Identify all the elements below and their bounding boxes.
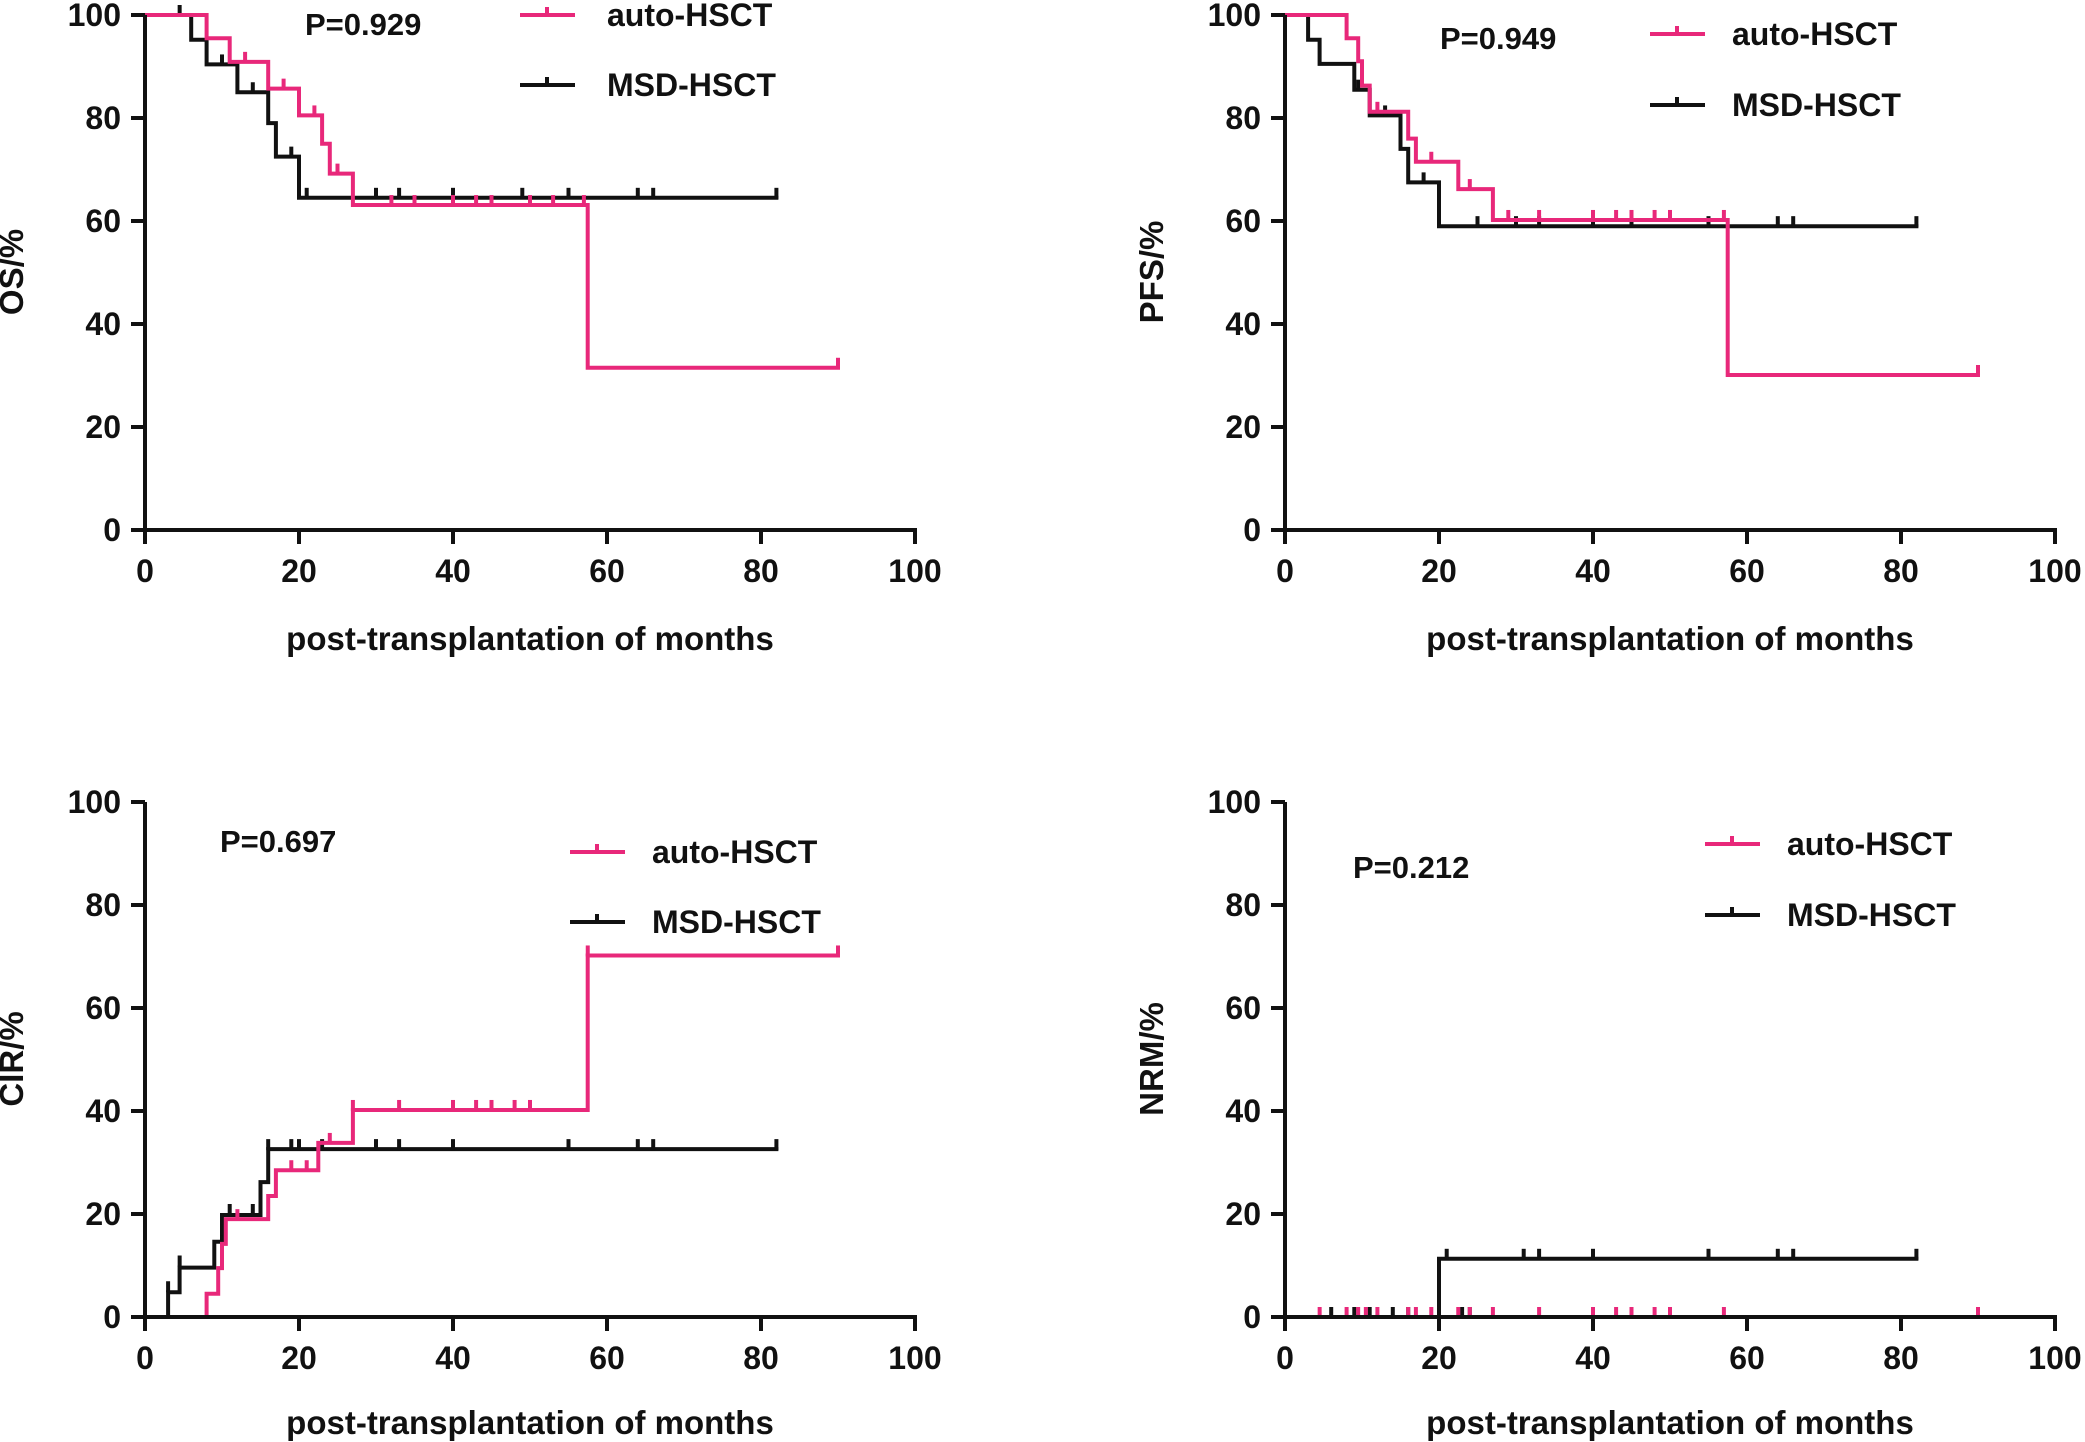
x-tick-label: 100	[2028, 553, 2081, 589]
x-tick-label: 0	[136, 553, 154, 589]
y-tick-label: 0	[1243, 512, 1261, 548]
y-tick-label: 40	[85, 306, 121, 342]
legend-label-msd: MSD-HSCT	[1732, 87, 1901, 123]
y-axis-title: NRM/%	[1133, 1002, 1170, 1116]
y-tick-label: 80	[85, 100, 121, 136]
axes: 0 20 40 60 80 100 0 20 40 60 80 100	[1208, 0, 2082, 589]
x-tick-label: 40	[1575, 1340, 1611, 1376]
x-tick-label: 0	[1276, 553, 1294, 589]
panel-nrm: P=0.212 auto-HSCT MSD-HSCT 0 20 40 60 80 1000…	[1133, 784, 2082, 1441]
x-axis-title: post-transplantation of months	[286, 1404, 774, 1441]
x-tick-label: 40	[435, 553, 471, 589]
y-tick-label: 80	[1225, 100, 1261, 136]
p-value: P=0.212	[1353, 850, 1469, 885]
x-tick-label: 40	[435, 1340, 471, 1376]
y-tick-label: 80	[1225, 887, 1261, 923]
series-line-auto	[143, 953, 840, 1319]
y-tick-label: 100	[68, 784, 121, 820]
x-tick-label: 100	[888, 1340, 941, 1376]
legend-label-auto: auto-HSCT	[607, 0, 773, 33]
legend-label-auto: auto-HSCT	[1732, 16, 1898, 52]
plot-area	[143, 945, 840, 1319]
legend-label-auto: auto-HSCT	[1787, 826, 1953, 862]
y-tick-label: 20	[85, 409, 121, 445]
legend: auto-HSCT MSD-HSCT	[1650, 16, 1901, 123]
legend: auto-HSCT MSD-HSCT	[570, 834, 821, 940]
y-tick-label: 60	[1225, 203, 1261, 239]
y-tick-label: 100	[68, 0, 121, 33]
axes: 0 20 40 60 80 100 0 20 40 60 80 100	[1208, 784, 2082, 1376]
legend: auto-HSCT MSD-HSCT	[1705, 826, 1956, 933]
x-tick-label: 20	[281, 553, 317, 589]
y-tick-label: 60	[85, 203, 121, 239]
p-value: P=0.949	[1440, 21, 1556, 56]
axes: 0 20 40 60 80 100 0 20 40 60 80 100	[68, 784, 942, 1376]
y-tick-label: 40	[85, 1093, 121, 1129]
y-tick-label: 0	[103, 512, 121, 548]
y-tick-label: 20	[1225, 1196, 1261, 1232]
y-tick-label: 80	[85, 887, 121, 923]
x-tick-label: 60	[589, 1340, 625, 1376]
y-tick-label: 100	[1208, 0, 1261, 33]
x-tick-label: 0	[136, 1340, 154, 1376]
legend: auto-HSCT MSD-HSCT	[520, 0, 776, 103]
panel-cir: P=0.697 auto-HSCT MSD-HSCT 0 20 40 60 80 1000…	[0, 784, 942, 1441]
legend-label-msd: MSD-HSCT	[607, 67, 776, 103]
x-tick-label: 80	[1883, 553, 1919, 589]
x-tick-label: 60	[589, 553, 625, 589]
x-tick-label: 60	[1729, 553, 1765, 589]
plot-area	[1283, 1248, 1980, 1319]
legend-label-msd: MSD-HSCT	[1787, 897, 1956, 933]
x-tick-label: 80	[743, 553, 779, 589]
series-line-auto	[1283, 13, 1980, 377]
y-axis-title: OS/%	[0, 229, 30, 315]
x-tick-label: 100	[888, 553, 941, 589]
y-tick-label: 20	[85, 1196, 121, 1232]
axes: 0 20 40 60 80 100 0 20 40 60 80 100	[68, 0, 942, 589]
y-tick-label: 0	[1243, 1299, 1261, 1335]
y-tick-label: 40	[1225, 1093, 1261, 1129]
legend-label-msd: MSD-HSCT	[652, 904, 821, 940]
y-tick-label: 0	[103, 1299, 121, 1335]
series-line-msd	[1283, 1256, 1919, 1319]
y-axis-title: PFS/%	[1133, 221, 1170, 324]
x-axis-title: post-transplantation of months	[1426, 620, 1914, 657]
x-tick-label: 20	[1421, 1340, 1457, 1376]
y-tick-label: 40	[1225, 306, 1261, 342]
plot-area	[1283, 13, 1980, 377]
x-tick-label: 0	[1276, 1340, 1294, 1376]
y-axis-title: CIR/%	[0, 1011, 30, 1106]
x-tick-label: 20	[281, 1340, 317, 1376]
panel-os: P=0.929 auto-HSCT MSD-HSCT 0 20 40 60 80 1000…	[0, 0, 942, 657]
legend-label-auto: auto-HSCT	[652, 834, 818, 870]
p-value: P=0.929	[305, 7, 421, 42]
y-tick-label: 60	[1225, 990, 1261, 1026]
y-tick-label: 100	[1208, 784, 1261, 820]
p-value: P=0.697	[220, 824, 336, 859]
series-line-msd	[143, 1147, 779, 1319]
x-tick-label: 20	[1421, 553, 1457, 589]
x-tick-label: 80	[743, 1340, 779, 1376]
x-tick-label: 80	[1883, 1340, 1919, 1376]
y-tick-label: 20	[1225, 409, 1261, 445]
plot-area	[143, 5, 840, 370]
panel-pfs: P=0.949 auto-HSCT MSD-HSCT 0 20 40 60 80 1000…	[1133, 0, 2082, 657]
x-axis-title: post-transplantation of months	[1426, 1404, 1914, 1441]
x-axis-title: post-transplantation of months	[286, 620, 774, 657]
series-line-msd	[143, 13, 779, 200]
x-tick-label: 60	[1729, 1340, 1765, 1376]
x-tick-label: 40	[1575, 553, 1611, 589]
y-tick-label: 60	[85, 990, 121, 1026]
x-tick-label: 100	[2028, 1340, 2081, 1376]
